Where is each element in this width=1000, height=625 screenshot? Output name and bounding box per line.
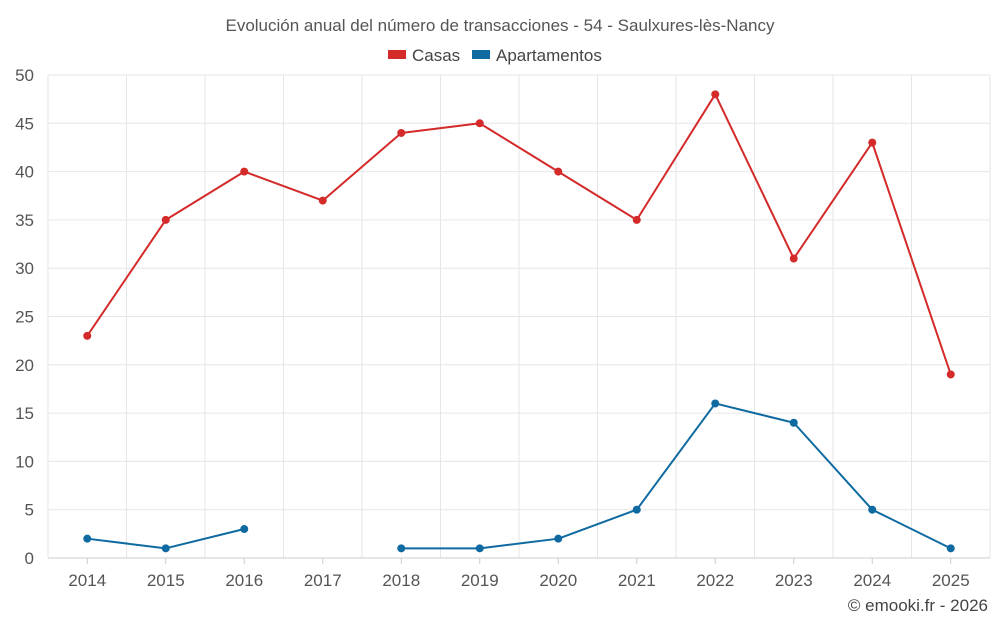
x-tick-label: 2017: [304, 571, 342, 590]
data-point-casas-2016[interactable]: [240, 167, 249, 176]
y-tick-label: 5: [25, 501, 34, 520]
data-point-casas-2025[interactable]: [946, 370, 955, 379]
legend-item-casas[interactable]: Casas: [388, 46, 460, 65]
data-point-apartamentos-2019[interactable]: [475, 544, 484, 553]
y-tick-label: 10: [15, 452, 34, 471]
y-tick-label: 15: [15, 404, 34, 423]
data-point-casas-2020[interactable]: [554, 167, 563, 176]
data-point-casas-2021[interactable]: [632, 215, 641, 224]
y-tick-label: 45: [15, 114, 34, 133]
y-tick-label: 20: [15, 356, 34, 375]
y-tick-label: 0: [25, 549, 34, 568]
data-point-apartamentos-2022[interactable]: [711, 399, 720, 408]
x-tick-label: 2016: [225, 571, 263, 590]
data-point-casas-2023[interactable]: [789, 254, 798, 263]
legend-label-apartamentos: Apartamentos: [496, 46, 602, 65]
chart-title: Evolución anual del número de transaccio…: [225, 16, 775, 35]
legend-swatch-casas: [388, 50, 406, 59]
data-point-casas-2022[interactable]: [711, 90, 720, 99]
legend-label-casas: Casas: [412, 46, 460, 65]
data-point-apartamentos-2018[interactable]: [397, 544, 406, 553]
legend-item-apartamentos[interactable]: Apartamentos: [472, 46, 602, 65]
data-point-apartamentos-2014[interactable]: [83, 534, 92, 543]
data-point-apartamentos-2025[interactable]: [946, 544, 955, 553]
data-point-casas-2017[interactable]: [318, 196, 327, 205]
data-point-apartamentos-2024[interactable]: [868, 505, 877, 514]
grid: [47, 74, 991, 558]
x-tick-label: 2020: [539, 571, 577, 590]
legend-swatch-apartamentos: [472, 50, 490, 59]
credit-text: © emooki.fr - 2026: [848, 596, 988, 615]
x-tick-label: 2019: [461, 571, 499, 590]
data-point-apartamentos-2020[interactable]: [554, 534, 563, 543]
legend: Casas Apartamentos: [388, 46, 602, 65]
x-tick-label: 2014: [68, 571, 106, 590]
x-tick-label: 2021: [618, 571, 656, 590]
x-tick-label: 2025: [932, 571, 970, 590]
data-point-casas-2014[interactable]: [83, 331, 92, 340]
data-point-casas-2015[interactable]: [161, 215, 170, 224]
x-tick-label: 2023: [775, 571, 813, 590]
x-tick-label: 2015: [147, 571, 185, 590]
series: [83, 90, 955, 553]
x-tick-label: 2024: [853, 571, 891, 590]
y-tick-label: 30: [15, 259, 34, 278]
data-point-casas-2024[interactable]: [868, 138, 877, 147]
data-point-apartamentos-2023[interactable]: [789, 418, 798, 427]
y-tick-label: 25: [15, 308, 34, 327]
series-line-casas: [86, 93, 952, 375]
series-line-apartamentos: [401, 402, 952, 550]
data-point-casas-2018[interactable]: [397, 128, 406, 137]
data-point-apartamentos-2015[interactable]: [161, 544, 170, 553]
data-point-casas-2019[interactable]: [475, 119, 484, 128]
x-tick-label: 2022: [696, 571, 734, 590]
x-tick-label: 2018: [382, 571, 420, 590]
y-tick-label: 40: [15, 163, 34, 182]
y-tick-label: 35: [15, 211, 34, 230]
y-tick-label: 50: [15, 66, 34, 85]
data-point-apartamentos-2021[interactable]: [632, 505, 641, 514]
data-point-apartamentos-2016[interactable]: [240, 525, 249, 534]
